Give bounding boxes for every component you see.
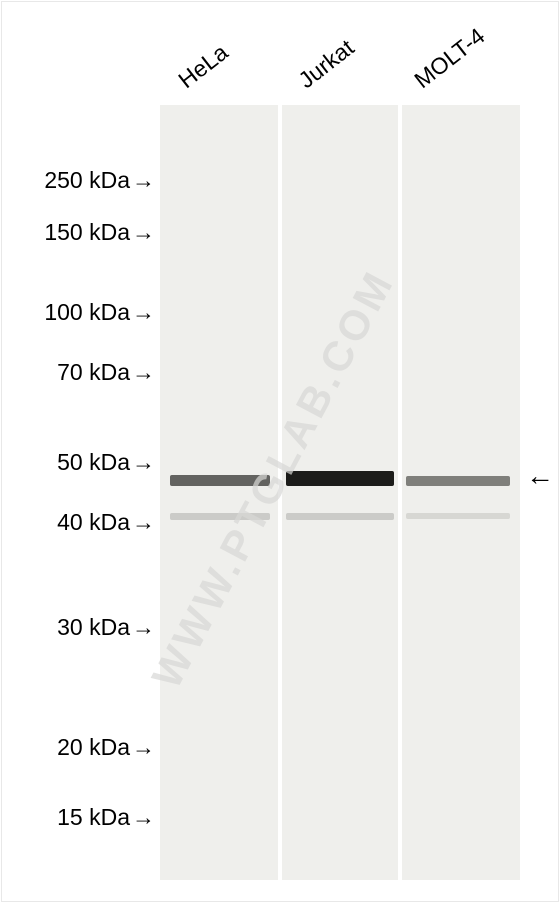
band-hela-faint (170, 513, 270, 520)
marker-150: 150 kDa→ (44, 219, 155, 246)
lane-labels-group: HeLa Jurkat MOLT-4 (160, 10, 520, 100)
marker-15: 15 kDa→ (57, 804, 155, 831)
marker-labels-group: 250 kDa→ 150 kDa→ 100 kDa→ 70 kDa→ 50 kD… (0, 0, 160, 903)
marker-70: 70 kDa→ (57, 359, 155, 386)
marker-100: 100 kDa→ (44, 299, 155, 326)
lane-label-jurkat: Jurkat (293, 34, 359, 94)
band-hela-main (170, 475, 270, 486)
marker-30: 30 kDa→ (57, 614, 155, 641)
band-jurkat-main (286, 471, 394, 486)
band-jurkat-faint (286, 513, 394, 520)
lane-divider-2 (398, 105, 402, 880)
marker-250: 250 kDa→ (44, 167, 155, 194)
blot-membrane: WWW.PTGLAB.COM (160, 105, 520, 880)
lane-label-hela: HeLa (173, 39, 233, 94)
band-molt4-faint (406, 513, 510, 519)
marker-40: 40 kDa→ (57, 509, 155, 536)
band-molt4-main (406, 476, 510, 486)
blot-figure: HeLa Jurkat MOLT-4 250 kDa→ 150 kDa→ 100… (0, 0, 560, 903)
lane-divider-1 (278, 105, 282, 880)
marker-20: 20 kDa→ (57, 734, 155, 761)
marker-50: 50 kDa→ (57, 449, 155, 476)
lane-label-molt4: MOLT-4 (409, 23, 490, 94)
target-band-arrow: ← (526, 460, 554, 492)
